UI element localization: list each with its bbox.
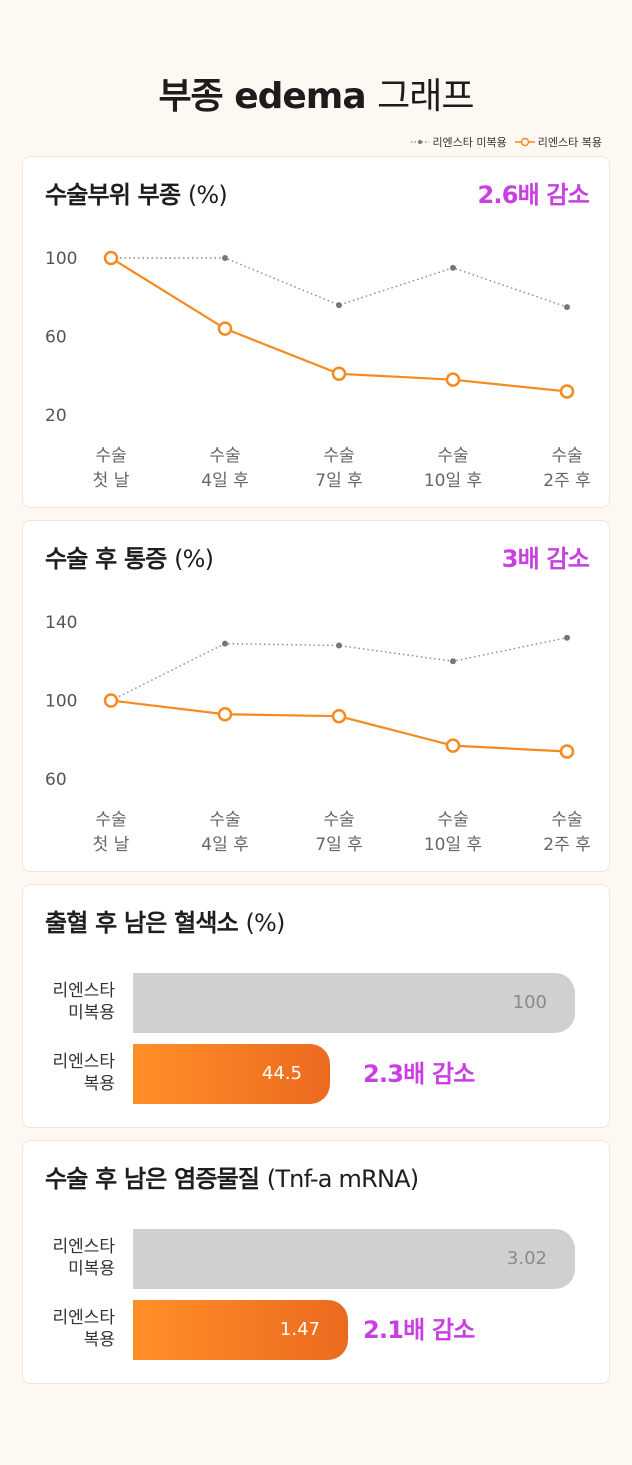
y-tick-label: 20	[45, 406, 67, 426]
legend-item-untreated: 리엔스타 미복용	[411, 134, 507, 150]
data-point-untreated	[222, 640, 228, 647]
legend-label-untreated: 리엔스타 미복용	[432, 136, 507, 149]
data-point-untreated	[336, 302, 342, 309]
data-point-treated	[103, 693, 119, 708]
bar-untreated: 100	[133, 973, 575, 1033]
data-point-treated	[331, 366, 347, 382]
page-title: 부종 edema 그래프	[0, 74, 632, 120]
card-title-unit: (%)	[245, 909, 285, 937]
card-title: 수술 후 통증 (%)	[45, 543, 214, 575]
y-tick-label: 100	[45, 249, 77, 269]
card-title-text: 수술 후 통증	[45, 545, 167, 573]
data-point-treated	[559, 384, 575, 399]
card-title-unit: (%)	[174, 545, 214, 573]
data-point-untreated	[450, 658, 456, 665]
reduction-badge: 2.6배 감소	[477, 181, 589, 209]
reduction-badge: 2.3배 감소	[363, 1060, 475, 1088]
pain-line-chart: 140 100 60 수술첫 날 수술 4일 후 수술 7일 후 수술 10일 후 수술 2주 후	[45, 613, 591, 855]
bar-label-treated: 리엔스타 복용	[31, 1307, 115, 1351]
data-point-treated	[445, 738, 461, 753]
dotted-line-icon	[411, 140, 430, 144]
x-tick-label: 4일 후	[201, 835, 249, 855]
x-tick-label: 수술	[95, 446, 126, 466]
data-point-treated	[103, 250, 119, 266]
card-title-text: 수술 후 남은 염증물질	[45, 1165, 260, 1193]
bar-treated: 44.5	[133, 1044, 330, 1104]
x-tick-label: 수술	[95, 810, 126, 830]
card-title: 수술부위 부종 (%)	[45, 179, 228, 211]
bar-label-text: 리엔스타 복용	[52, 1308, 115, 1350]
data-point-treated	[217, 321, 233, 336]
x-tick-label: 10일 후	[424, 471, 482, 491]
x-tick-label: 2주 후	[543, 835, 591, 855]
bar-label-text: 리엔스타 복용	[52, 1052, 115, 1094]
x-tick-label: 7일 후	[315, 835, 363, 855]
data-point-untreated	[336, 642, 342, 649]
card-title: 출혈 후 남은 혈색소 (%)	[45, 907, 285, 939]
bar-label-treated: 리엔스타 복용	[31, 1051, 115, 1095]
x-tick-label: 첫 날	[93, 835, 130, 855]
swelling-line-chart: 100 60 20 수술첫 날 수술 4일 후 수술 7일 후 수술 10일 후 수술 2주 후	[45, 249, 591, 491]
card-title-unit: (Tnf-a mRNA)	[266, 1165, 419, 1193]
reduction-badge: 3배 감소	[501, 545, 590, 573]
page-title-light: 그래프	[377, 76, 474, 117]
card-title-text: 출혈 후 남은 혈색소	[45, 909, 239, 937]
bar-treated: 1.47	[133, 1300, 348, 1360]
bar-label-untreated: 리엔스타 미복용	[31, 980, 115, 1024]
bar-value-untreated: 100	[512, 992, 547, 1013]
data-point-treated	[559, 744, 575, 759]
x-tick-label: 수술	[551, 446, 582, 466]
data-point-untreated	[564, 304, 570, 311]
legend-item-treated: 리엔스타 복용	[514, 134, 602, 150]
page-title-bold: 부종 edema	[158, 76, 366, 117]
x-tick-label: 수술	[551, 810, 582, 830]
data-point-untreated	[564, 634, 570, 641]
card-title-text: 수술부위 부종	[45, 181, 181, 209]
bar-untreated: 3.02	[133, 1229, 575, 1289]
bar-label-text: 리엔스타 미복용	[52, 1237, 115, 1279]
x-tick-label: 수술	[437, 810, 468, 830]
data-point-treated	[331, 708, 347, 724]
y-tick-label: 60	[45, 328, 67, 348]
bar-value-treated: 44.5	[261, 1063, 302, 1084]
x-tick-label: 10일 후	[424, 835, 482, 855]
bar-value-untreated: 3.02	[506, 1248, 547, 1269]
x-tick-label: 2주 후	[543, 471, 591, 491]
bar-value-treated: 1.47	[279, 1319, 320, 1340]
series-line-untreated	[111, 257, 568, 308]
reduction-badge: 2.1배 감소	[363, 1316, 475, 1344]
y-tick-label: 100	[45, 692, 77, 712]
x-tick-label: 4일 후	[201, 471, 249, 491]
hemoglobin-bar-card: 출혈 후 남은 혈색소 (%) 리엔스타 미복용 100 리엔스타 복용 44.…	[22, 884, 610, 1128]
x-tick-label: 7일 후	[315, 471, 363, 491]
x-tick-label: 수술	[323, 810, 354, 830]
data-point-treated	[445, 372, 461, 387]
data-point-untreated	[450, 264, 456, 271]
data-point-untreated	[222, 255, 228, 261]
series-line-treated	[110, 699, 568, 753]
inflammation-bar-card: 수술 후 남은 염증물질 (Tnf-a mRNA) 리엔스타 미복용 3.02 …	[22, 1140, 610, 1384]
data-point-treated	[217, 706, 233, 722]
y-tick-label: 140	[45, 613, 77, 633]
x-tick-label: 수술	[323, 446, 354, 466]
x-tick-label: 수술	[209, 810, 240, 830]
card-title: 수술 후 남은 염증물질 (Tnf-a mRNA)	[45, 1163, 419, 1195]
card-title-unit: (%)	[187, 181, 228, 209]
bar-label-text: 리엔스타 미복용	[52, 981, 115, 1023]
x-tick-label: 수술	[209, 446, 240, 466]
y-tick-label: 60	[45, 770, 67, 790]
x-tick-label: 첫 날	[93, 471, 130, 491]
orange-line-icon	[514, 137, 535, 147]
chart-legend: 리엔스타 미복용 리엔스타 복용	[403, 134, 602, 150]
x-tick-label: 수술	[437, 446, 468, 466]
legend-label-treated: 리엔스타 복용	[537, 136, 602, 149]
bar-label-untreated: 리엔스타 미복용	[31, 1236, 115, 1280]
